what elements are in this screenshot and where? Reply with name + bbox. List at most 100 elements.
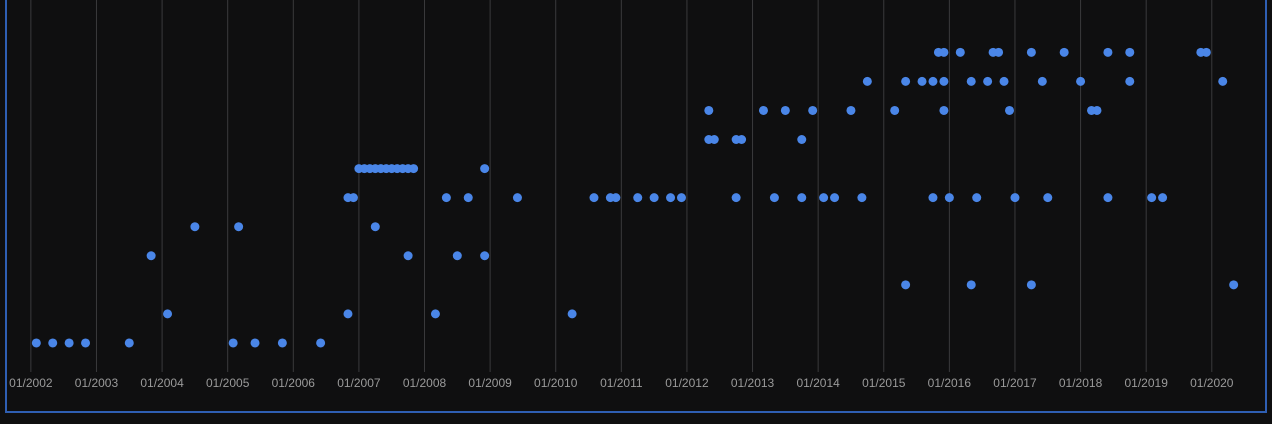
x-tick-label: 01/2005: [206, 376, 250, 390]
point: [1103, 193, 1113, 203]
point: [890, 105, 900, 115]
point: [709, 135, 719, 144]
point: [441, 193, 451, 203]
point: [1026, 47, 1036, 57]
x-tick-label: 01/2011: [600, 376, 643, 390]
point: [939, 76, 949, 86]
point: [1059, 47, 1069, 57]
x-tick-label: 01/2007: [337, 376, 381, 390]
point: [966, 76, 976, 86]
point: [403, 251, 413, 261]
point: [928, 76, 938, 86]
point: [480, 251, 490, 261]
point: [1229, 280, 1239, 290]
point: [348, 193, 358, 203]
point: [64, 338, 74, 348]
point: [901, 280, 911, 290]
point: [1037, 76, 1047, 86]
point: [780, 105, 790, 115]
x-tick-label: 01/2018: [1059, 376, 1103, 390]
point: [277, 338, 287, 348]
point: [917, 76, 927, 86]
point: [857, 193, 867, 203]
point: [228, 338, 238, 348]
point: [1103, 47, 1113, 57]
x-tick-label: 01/2004: [140, 376, 184, 390]
point: [1043, 193, 1053, 203]
point: [589, 193, 599, 203]
x-tick-label: 01/2003: [75, 376, 119, 390]
point: [1218, 76, 1228, 86]
grid: [30, 0, 1213, 372]
x-tick-label: 01/2013: [731, 376, 775, 390]
point: [819, 193, 829, 203]
x-tick-label: 01/2010: [534, 376, 578, 390]
point: [430, 309, 440, 319]
point: [1125, 76, 1135, 86]
point: [737, 135, 747, 144]
x-tick-label: 01/2015: [862, 376, 906, 390]
point: [48, 338, 58, 348]
point: [124, 338, 134, 348]
point: [1010, 193, 1020, 203]
point: [939, 105, 949, 115]
point: [966, 280, 976, 290]
point: [190, 222, 200, 232]
point: [999, 76, 1009, 86]
x-tick-label: 01/2020: [1190, 376, 1234, 390]
point: [370, 222, 380, 232]
point: [1026, 280, 1036, 290]
point: [797, 193, 807, 203]
x-tick-label: 01/2006: [272, 376, 316, 390]
x-tick-label: 01/2009: [468, 376, 512, 390]
x-axis: 01/2002 01/2003 01/2004 01/2005 01/2006 01/20…: [9, 376, 1234, 390]
x-tick-label: 01/2012: [665, 376, 709, 390]
point: [1158, 193, 1168, 203]
x-tick-label: 01/2008: [403, 376, 447, 390]
point: [944, 193, 954, 203]
point: [452, 251, 462, 261]
x-tick-label: 01/2019: [1124, 376, 1168, 390]
x-tick-label: 01/2002: [9, 376, 53, 390]
point: [676, 193, 686, 203]
point: [1076, 76, 1086, 86]
point: [731, 193, 741, 203]
x-tick-label: 01/2017: [993, 376, 1037, 390]
point: [81, 338, 91, 348]
point: [830, 193, 840, 203]
point: [901, 76, 911, 86]
point: [939, 47, 949, 57]
point: [797, 135, 807, 144]
point: [633, 193, 643, 203]
point: [512, 193, 522, 203]
point: [163, 309, 173, 319]
point: [704, 105, 714, 115]
point: [846, 105, 856, 115]
point: [928, 193, 938, 203]
points: [31, 47, 1239, 348]
point: [1147, 193, 1157, 203]
point: [769, 193, 779, 203]
x-tick-label: 01/2016: [928, 376, 972, 390]
point: [480, 164, 490, 174]
point: [808, 105, 818, 115]
point: [994, 47, 1004, 57]
point: [31, 338, 41, 348]
point: [983, 76, 993, 86]
point: [409, 164, 419, 174]
point: [666, 193, 676, 203]
point: [146, 251, 156, 261]
point: [316, 338, 326, 348]
point: [250, 338, 260, 348]
point: [1005, 105, 1015, 115]
point: [1201, 47, 1211, 57]
point: [972, 193, 982, 203]
point: [463, 193, 473, 203]
point: [611, 193, 621, 203]
point: [955, 47, 965, 57]
point: [649, 193, 659, 203]
point: [862, 76, 872, 86]
